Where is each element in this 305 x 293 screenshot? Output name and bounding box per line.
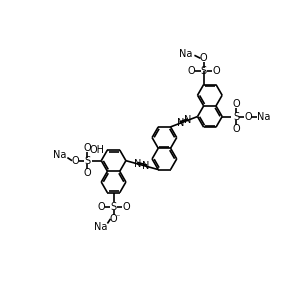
Text: O: O bbox=[110, 214, 117, 224]
Text: S: S bbox=[110, 202, 117, 212]
Text: S: S bbox=[233, 112, 239, 122]
Text: O: O bbox=[200, 53, 207, 63]
Text: S: S bbox=[201, 66, 207, 76]
Text: Na: Na bbox=[178, 49, 192, 59]
Text: O: O bbox=[232, 124, 240, 134]
Text: Na: Na bbox=[53, 150, 66, 160]
Text: N: N bbox=[184, 115, 191, 125]
Text: O: O bbox=[245, 112, 252, 122]
Text: O: O bbox=[71, 156, 79, 166]
Text: Na: Na bbox=[257, 112, 271, 122]
Text: O: O bbox=[232, 99, 240, 109]
Text: ⁻: ⁻ bbox=[115, 213, 120, 222]
Text: O: O bbox=[188, 66, 195, 76]
Text: O: O bbox=[122, 202, 130, 212]
Text: O: O bbox=[212, 66, 220, 76]
Text: OH: OH bbox=[89, 145, 104, 155]
Text: O: O bbox=[84, 168, 91, 178]
Text: N: N bbox=[142, 161, 150, 171]
Text: O: O bbox=[97, 202, 105, 212]
Text: S: S bbox=[84, 156, 91, 166]
Text: O: O bbox=[84, 143, 91, 153]
Text: N: N bbox=[177, 118, 185, 128]
Text: Na: Na bbox=[94, 222, 107, 231]
Text: N: N bbox=[135, 159, 142, 169]
